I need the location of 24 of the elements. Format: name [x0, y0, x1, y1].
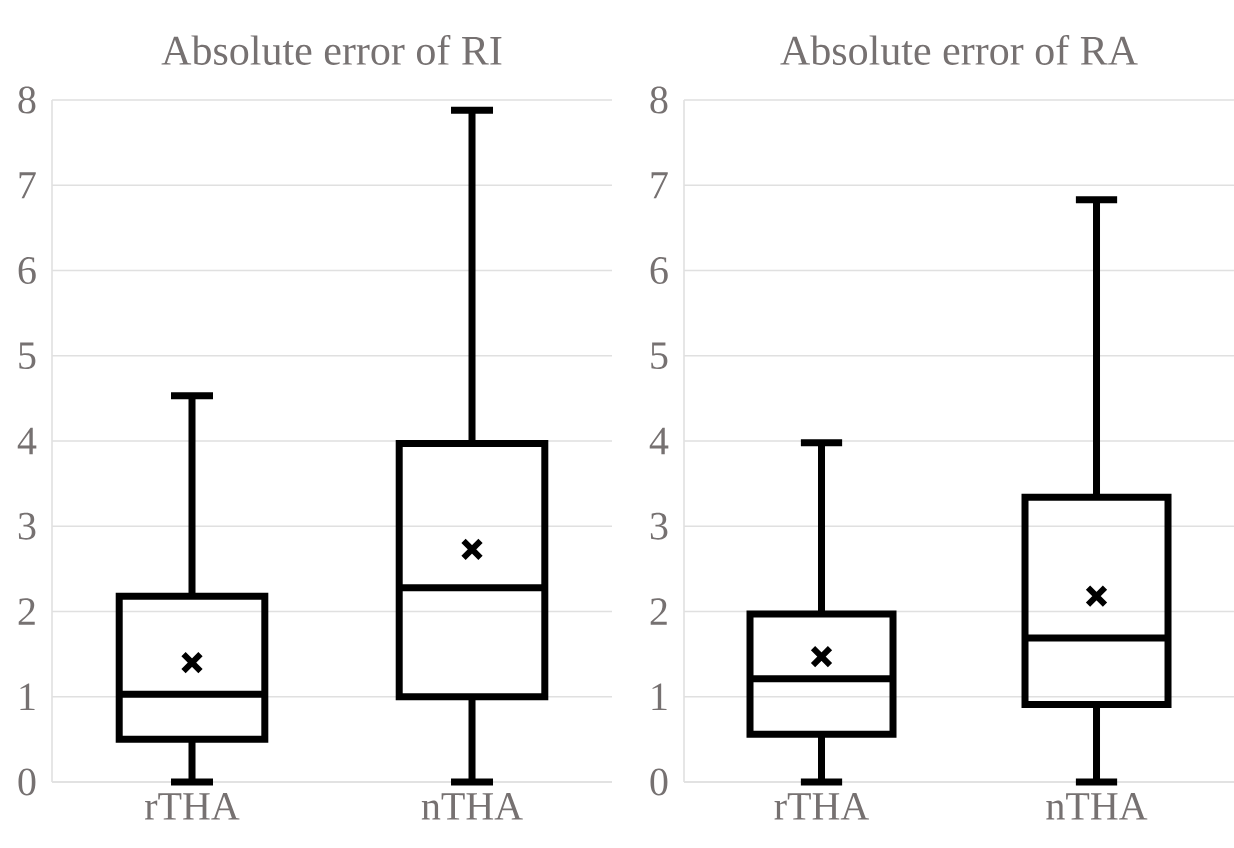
- y-tick-label: 4: [649, 427, 669, 455]
- chart-title: Absolute error of RA: [780, 34, 1138, 65]
- y-tick-label: 3: [18, 512, 36, 540]
- y-tick-label: 7: [651, 172, 668, 199]
- y-tick-label: 8: [650, 86, 668, 114]
- y-tick-label: 5: [19, 342, 36, 370]
- y-tick-label: 2: [650, 598, 667, 625]
- y-tick-label: 3: [650, 512, 668, 540]
- x-tick-label: rTHA: [774, 793, 869, 820]
- y-tick-label: 8: [18, 86, 36, 114]
- y-tick-label: 5: [651, 342, 668, 370]
- chart-title: Absolute error of RI: [161, 34, 502, 65]
- y-tick-label: 7: [19, 172, 36, 199]
- x-tick-label: nTHA: [421, 793, 523, 820]
- x-tick-label: rTHA: [145, 793, 240, 820]
- y-tick-label: 0: [650, 768, 668, 796]
- y-tick-label: 0: [18, 768, 36, 796]
- y-tick-label: 4: [17, 427, 37, 455]
- y-tick-label: 2: [18, 598, 35, 625]
- y-tick-label: 1: [652, 683, 667, 710]
- y-tick-label: 6: [18, 257, 36, 284]
- y-tick-label: 6: [650, 257, 668, 284]
- y-tick-label: 1: [20, 683, 35, 710]
- x-tick-label: nTHA: [1046, 793, 1148, 820]
